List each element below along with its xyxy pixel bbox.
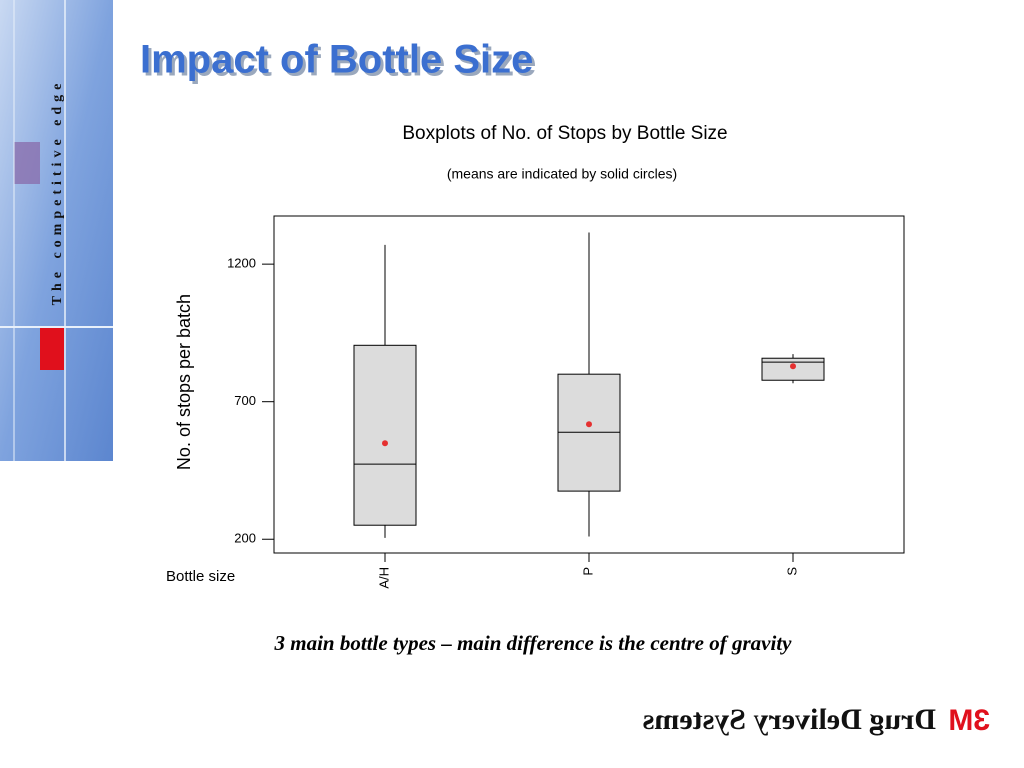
y-tick-label: 200 <box>234 531 256 546</box>
y-axis-label: No. of stops per batch <box>174 294 194 470</box>
mean <box>586 421 592 428</box>
y-tick-label: 700 <box>234 393 256 408</box>
chart: 200 700 1200 A/H P S <box>227 232 825 589</box>
logo-text: Drug Delivery Systems <box>643 703 936 736</box>
x-tick-label: P <box>580 567 595 576</box>
mean <box>790 363 796 370</box>
sidebar-text: The competitive edge <box>50 79 65 306</box>
box <box>761 357 825 381</box>
slide-title: Impact of Bottle Size <box>140 38 533 82</box>
caption: 3 main bottle types – main difference is… <box>274 631 793 655</box>
slide-title-shadow: Impact of Bottle Size <box>143 41 536 85</box>
x-axis-label: Bottle size <box>166 568 235 585</box>
x-tick-label: A/H <box>376 567 391 589</box>
sidebar: The competitive edge <box>0 0 113 461</box>
logo-mark: 3M <box>948 704 990 737</box>
box <box>353 344 417 526</box>
mean <box>382 440 388 447</box>
chart-subtitle: (means are indicated by solid circles) <box>447 166 677 182</box>
x-tick-label: S <box>784 567 799 576</box>
chart-title: Boxplots of No. of Stops by Bottle Size <box>402 123 727 144</box>
logo: 3M Drug Delivery Systems <box>643 703 990 737</box>
y-tick-label: 1200 <box>227 256 256 271</box>
